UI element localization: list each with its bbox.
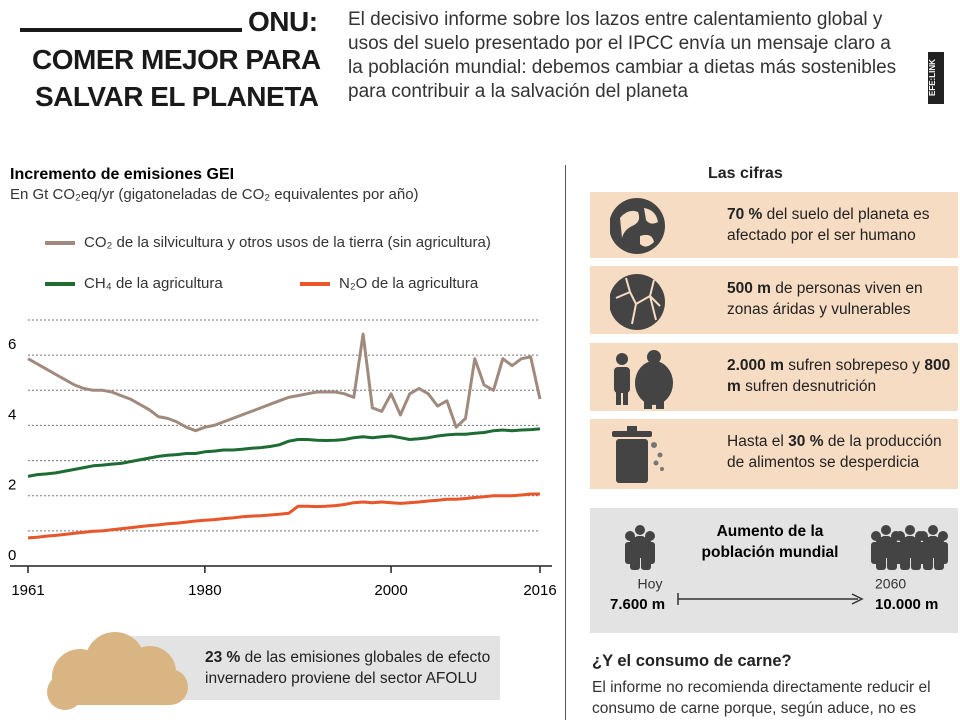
note-text: 23 % de las emisiones globales de efecto… [205,647,495,689]
to-label: 2060 [875,576,906,592]
series-line [27,332,542,433]
population-box [590,508,958,633]
x-tick-label: 2016 [523,582,556,599]
figure-text: 70 % del suelo del planeta es afectado p… [727,204,952,246]
figure-text: Hasta el 30 % de la producción de alimen… [727,431,952,473]
figure-item: 70 % del suelo del planeta es afectado p… [590,192,958,258]
series-line [27,427,541,478]
x-tick-label: 2000 [374,582,407,599]
figures-title: Las cifras [708,165,783,182]
y-tick-label: 0 [8,547,16,564]
x-tick-label: 1980 [188,582,221,599]
series-line [27,492,540,540]
figure-item: Hasta el 30 % de la producción de alimen… [590,419,958,489]
figure-item: 2.000 m sufren sobrepeso y 800 m sufren … [590,343,958,411]
credit: EFE:LINK [928,52,944,104]
text-segment: Hasta el [727,433,789,450]
text-segment: sufren sobrepeso y [783,357,925,374]
title-line: SALVAR EL PLANETA [35,81,319,112]
chart: Incremento de emisiones GEI En Gt CO₂eq/… [8,166,557,599]
population-title: Aumento de la [717,523,824,540]
meat-title: ¿Y el consumo de carne? [592,652,792,670]
text-segment: de la producción de alimentos se desperd… [727,433,942,471]
figure-text: 500 m de personas viven en zonas áridas … [727,278,952,320]
text-segment: 23 % [205,649,241,666]
chart-subtitle: En Gt CO₂eq/yr (gigatoneladas de CO₂ equ… [10,186,419,203]
text-segment: del suelo del planeta es afectado por el… [727,206,930,244]
text-segment: de las emisiones globales de efecto inve… [205,649,491,687]
figure-item: 500 m de personas viven en zonas áridas … [590,266,958,334]
text-segment: 70 % [727,206,763,223]
text-segment: sufren desnutrición [740,378,877,395]
title-top: ONU: [248,6,318,37]
legend-label: CH₄ de la agricultura [84,275,223,292]
from-value: 7.600 m [610,596,665,613]
text-segment: de personas viven en zonas áridas y vuln… [727,280,923,318]
to-value: 10.000 m [875,596,938,613]
y-tick-label: 4 [8,406,16,423]
text-segment: 30 % [788,433,824,450]
text-segment: 500 m [727,280,771,297]
legend-label: N₂O de la agricultura [339,275,479,292]
figure-text: 2.000 m sufren sobrepeso y 800 m sufren … [727,355,952,397]
y-tick-label: 2 [8,477,16,494]
meat-text: El informe no recomienda directamente re… [592,679,931,717]
legend-label: CO₂ de la silvicultura y otros usos de l… [84,234,491,251]
figure-icon [612,426,664,483]
intro: El decisivo informe sobre los lazos entr… [348,9,897,102]
x-tick-label: 1961 [11,582,44,599]
text-segment: 800 m [727,357,951,395]
population-graphic: Aumento de la población mundial Hoy 7.60… [610,523,948,613]
figure-icon [610,274,665,330]
y-tick-label: 6 [8,336,16,353]
title-line: COMER MEJOR PARA [32,44,321,75]
cloud-icon [47,632,188,710]
text-segment: 2.000 m [727,357,784,374]
header-rule [20,28,242,32]
chart-title: Incremento de emisiones GEI [10,166,234,183]
population-title: población mundial [702,544,839,561]
divider [565,165,566,720]
figure-icon [610,198,665,254]
from-label: Hoy [638,576,663,592]
figure-icon [614,350,673,409]
